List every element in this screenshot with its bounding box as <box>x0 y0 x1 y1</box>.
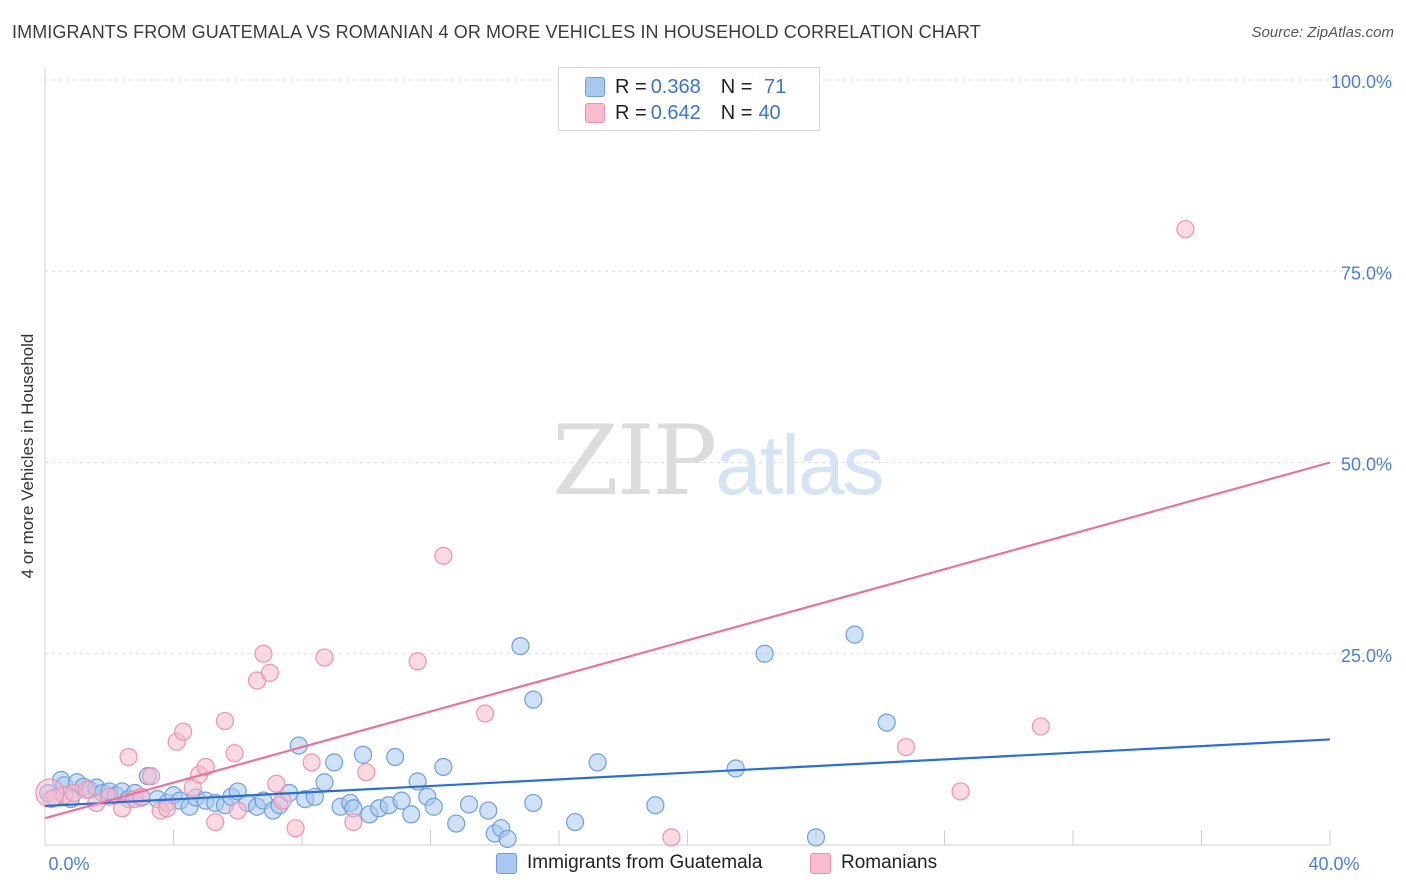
legend-n-label: N = <box>720 101 753 124</box>
guatemala-point <box>877 713 896 732</box>
romanian-point <box>215 711 234 731</box>
romanian-point <box>434 546 453 565</box>
correlation-legend: R = 0.368 N = 71 R = 0.642 N = 40 <box>558 67 820 131</box>
guatemala-point <box>524 690 543 709</box>
romanian-point <box>119 747 138 767</box>
legend-n-value: 40 <box>758 101 781 124</box>
romanian-point <box>286 819 305 838</box>
guatemala-point <box>325 753 344 772</box>
romanian-point <box>141 767 161 786</box>
guatemala-point <box>459 795 479 814</box>
legend-row-romanians: R = 0.642 N = 40 <box>585 100 781 126</box>
legend-n-label: N = <box>720 75 753 98</box>
romanian-point <box>476 704 495 723</box>
romanian-point <box>357 763 376 782</box>
series-label-guatemala: Immigrants from Guatemala <box>527 852 763 873</box>
legend-r-label: R = <box>615 75 647 98</box>
guatemala-point <box>386 747 405 767</box>
series-legend-romanians[interactable]: Romanians <box>810 852 937 874</box>
romanian-point <box>260 663 279 682</box>
romanian-point <box>408 652 427 671</box>
watermark-zip: ZIP <box>552 405 717 517</box>
romanian-point <box>896 737 916 757</box>
series-swatch-romanians <box>810 852 831 874</box>
guatemala-point <box>511 636 530 656</box>
legend-r-label: R = <box>615 101 647 124</box>
romanian-point <box>228 801 247 820</box>
romanian-point <box>112 799 132 818</box>
series-legend-guatemala[interactable]: Immigrants from Guatemala <box>496 852 762 874</box>
x-tick-label: 40.0% <box>1308 854 1359 874</box>
guatemala-point <box>498 829 517 848</box>
chart-title: IMMIGRANTS FROM GUATEMALA VS ROMANIAN 4 … <box>12 22 981 42</box>
guatemala-point <box>806 828 826 847</box>
legend-swatch-romanians <box>585 103 605 123</box>
romanian-point <box>206 812 225 832</box>
romanian-point <box>254 644 273 663</box>
guatemala-point <box>315 773 334 792</box>
legend-row-guatemala: R = 0.368 N = 71 <box>585 74 786 100</box>
romanian-point <box>302 753 321 772</box>
romanian-point <box>662 828 681 847</box>
guatemala-point <box>392 791 411 810</box>
guatemala-point <box>588 753 607 772</box>
y-tick-label: 100.0% <box>1331 72 1392 92</box>
guatemala-point <box>845 625 864 644</box>
source-credit: Source: ZipAtlas.com <box>1251 24 1394 41</box>
romanian-point <box>344 812 363 832</box>
series-swatch-guatemala <box>496 852 517 874</box>
guatemala-point <box>447 814 466 833</box>
guatemala-point <box>565 812 585 832</box>
y-tick-label: 75.0% <box>1341 263 1392 283</box>
romanian-point <box>1031 717 1050 736</box>
guatemala-point <box>755 644 774 663</box>
guatemala-point <box>726 759 745 778</box>
legend-r-value: 0.368 <box>650 75 701 98</box>
romanian-point <box>267 774 286 793</box>
romanian-point <box>225 744 244 763</box>
romanian-point <box>157 799 177 818</box>
romanian-trend-line <box>44 461 1331 820</box>
guatemala-point <box>434 757 453 777</box>
romanian-point <box>1176 220 1195 239</box>
romanian-point <box>273 791 292 810</box>
watermark-atlas: atlas <box>715 418 884 512</box>
guatemala-point <box>524 793 543 813</box>
guatemala-trend-line <box>44 738 1331 808</box>
legend-r-value: 0.642 <box>650 101 701 124</box>
guatemala-point <box>402 805 421 824</box>
x-tick-label: 0.0% <box>48 854 89 874</box>
legend-n-value: 71 <box>758 75 787 98</box>
guatemala-point <box>353 745 373 764</box>
romanian-point <box>174 722 193 741</box>
romanian-point <box>951 782 970 801</box>
guatemala-point <box>646 796 665 815</box>
y-tick-label: 50.0% <box>1341 455 1392 475</box>
romanian-point <box>196 757 215 777</box>
series-legend: Immigrants from Guatemala Romanians <box>0 850 1406 878</box>
romanian-point <box>35 778 65 808</box>
series-label-romanians: Romanians <box>841 852 938 873</box>
romanian-point <box>315 648 334 667</box>
guatemala-point <box>424 797 443 816</box>
legend-swatch-guatemala <box>585 77 605 97</box>
watermark: ZIPatlas <box>552 405 885 517</box>
guatemala-point <box>479 801 498 820</box>
y-tick-label: 25.0% <box>1341 646 1392 666</box>
romanian-point <box>77 780 96 800</box>
